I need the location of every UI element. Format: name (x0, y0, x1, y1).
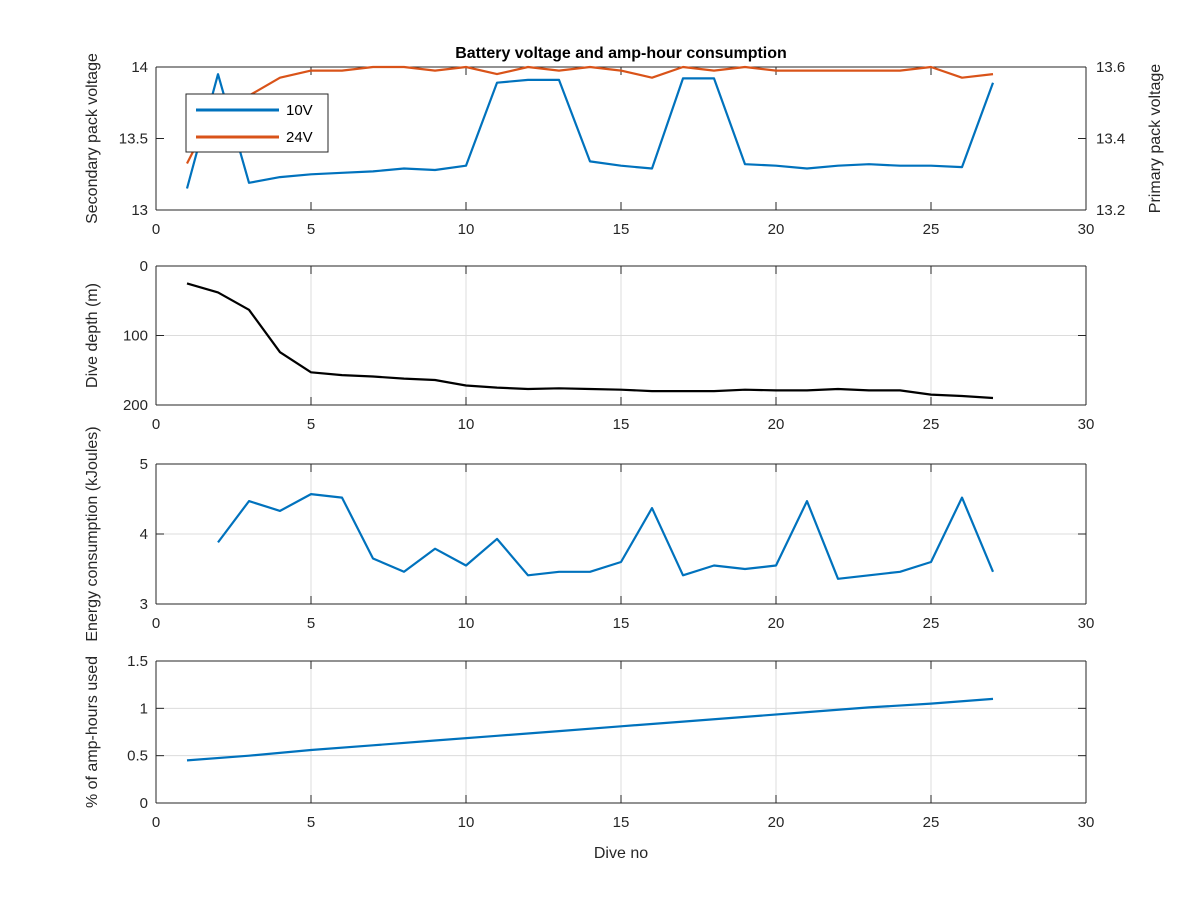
y-tick-label: 13 (131, 202, 148, 219)
chart-title: Battery voltage and amp-hour consumption (455, 45, 787, 62)
x-tick-label: 10 (458, 814, 475, 831)
x-tick-label: 30 (1078, 814, 1095, 831)
y-tick-label: 0.5 (127, 748, 148, 765)
x-tick-label: 30 (1078, 221, 1095, 238)
x-tick-label: 20 (768, 615, 785, 632)
x-tick-label: 25 (923, 615, 940, 632)
x-axis-label: Dive no (594, 845, 648, 862)
x-tick-label: 5 (307, 615, 315, 632)
right-y-axis-label: Primary pack voltage (1147, 64, 1164, 213)
x-tick-label: 0 (152, 221, 160, 238)
series-line-24v (186, 65, 994, 164)
y-axis-label: Dive depth (m) (84, 283, 101, 388)
x-tick-label: 0 (152, 615, 160, 632)
x-tick-label: 20 (768, 814, 785, 831)
series-line-depth (186, 282, 994, 400)
x-tick-label: 0 (152, 814, 160, 831)
y-tick-label: 5 (140, 456, 148, 473)
y-tick-label: 100 (123, 328, 148, 345)
legend-box (185, 93, 329, 153)
y-tick-label: 1.5 (127, 653, 148, 670)
series-line-energy (217, 493, 995, 580)
x-tick-label: 15 (613, 221, 630, 238)
y-tick-label: 0 (140, 258, 148, 275)
x-tick-label: 0 (152, 416, 160, 433)
x-tick-label: 25 (923, 416, 940, 433)
x-tick-label: 15 (613, 814, 630, 831)
y-tick-label: 4 (140, 526, 148, 543)
legend-label: 24V (286, 129, 313, 146)
legend-label: 10V (286, 102, 313, 119)
panel-voltage: 0 5 10 15 20 25 30 13 13.5 14 Secondary pack volta… (84, 53, 1164, 238)
x-tick-label: 10 (458, 615, 475, 632)
y-tick-label: 0 (140, 795, 148, 812)
y-axis-label: Energy consumption (kJoules) (84, 426, 101, 641)
right-y-tick-label: 13.2 (1096, 202, 1125, 219)
series-line-10v (185, 73, 995, 189)
x-tick-label: 5 (307, 221, 315, 238)
x-tick-label: 20 (768, 416, 785, 433)
y-axis-label: % of amp-hours used (84, 656, 101, 808)
x-tick-label: 10 (458, 221, 475, 238)
y-axis-label: Secondary pack voltage (84, 53, 101, 224)
x-tick-label: 25 (923, 221, 940, 238)
y-tick-label: 14 (131, 59, 148, 76)
x-tick-label: 20 (768, 221, 785, 238)
panel-amphours: 0 5 10 15 20 25 30 0 0.5 1 1.5 % of amp-hours used (84, 653, 1094, 831)
x-tick-label: 5 (307, 814, 315, 831)
x-tick-label: 30 (1078, 416, 1095, 433)
panel-energy: 0 5 10 15 20 25 30 3 4 5 Energy consumption (kJoul… (84, 426, 1094, 641)
x-tick-label: 5 (307, 416, 315, 433)
y-tick-label: 1 (140, 700, 148, 717)
right-y-tick-label: 13.4 (1096, 131, 1125, 148)
x-tick-label: 30 (1078, 615, 1095, 632)
panel-depth: 0 5 10 15 20 25 30 0 100 200 Dive depth (m) (84, 258, 1094, 433)
x-tick-label: 10 (458, 416, 475, 433)
x-tick-label: 15 (613, 416, 630, 433)
y-tick-label: 13.5 (119, 131, 148, 148)
y-tick-label: 3 (140, 596, 148, 613)
x-tick-label: 25 (923, 814, 940, 831)
y-tick-label: 200 (123, 397, 148, 414)
x-tick-label: 15 (613, 615, 630, 632)
series-line-amphours (186, 697, 994, 762)
right-y-tick-label: 13.6 (1096, 59, 1125, 76)
